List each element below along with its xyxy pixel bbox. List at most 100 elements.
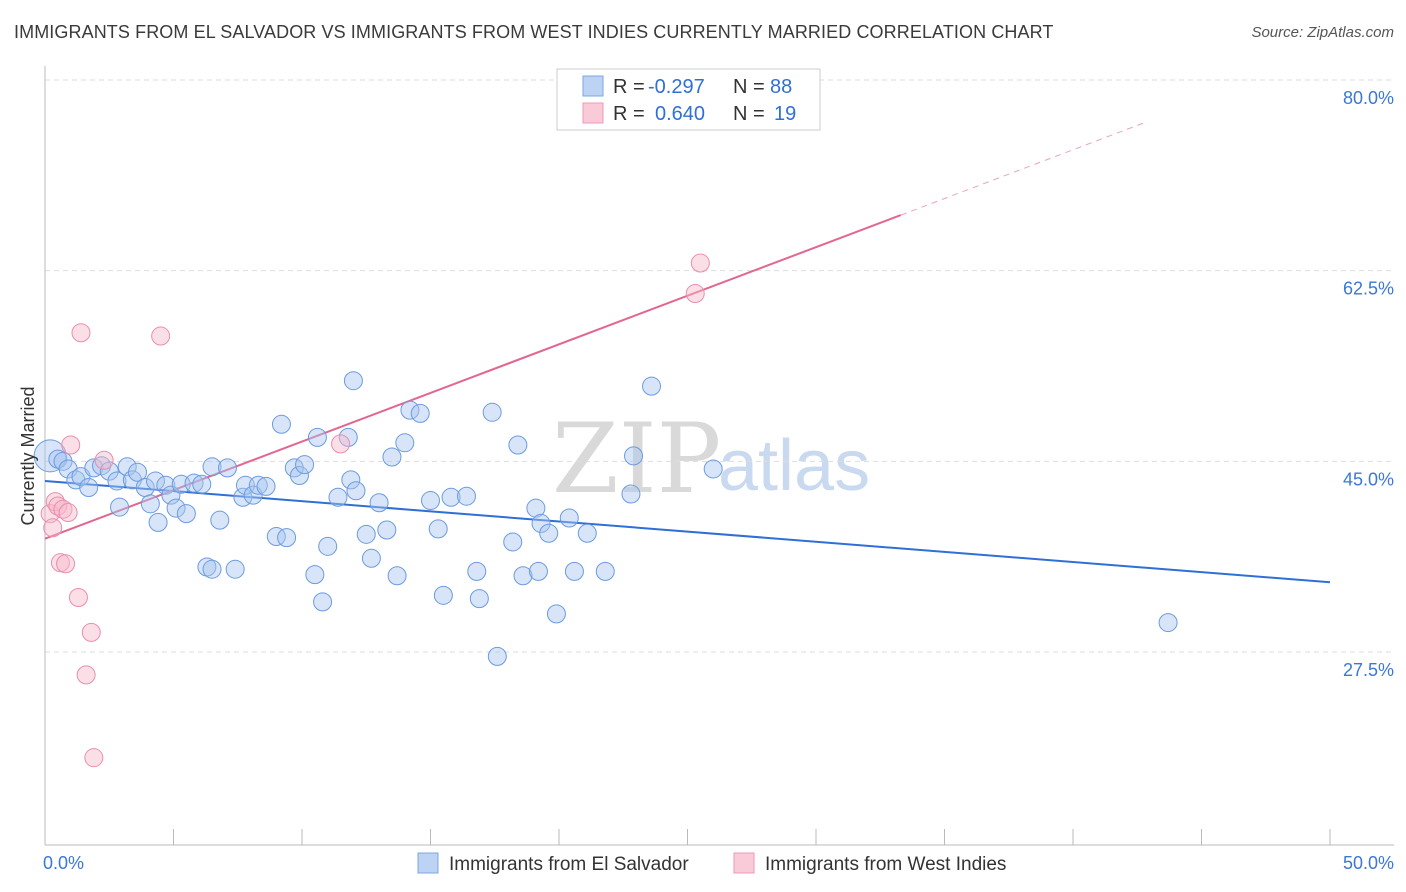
legend-swatch-pink <box>582 102 604 124</box>
el-salvador-point-69 <box>487 646 507 666</box>
el-salvador-point-39 <box>277 528 297 548</box>
el-salvador-point-29 <box>210 510 230 530</box>
el-salvador-point-74 <box>531 513 551 533</box>
el-salvador-point-83 <box>624 446 644 466</box>
el-salvador-point-55 <box>377 520 397 540</box>
el-salvador-point-77 <box>546 604 566 624</box>
west-indies-point-1 <box>43 518 63 538</box>
el-salvador-point-48 <box>338 427 358 447</box>
el-salvador-point-36 <box>256 476 276 496</box>
west-indies-point-6 <box>56 554 76 574</box>
legend-n-label-2: N = <box>733 103 765 125</box>
legend-box: R = -0.297 N = 88 R = 0.640 N = 19 <box>556 68 821 131</box>
el-salvador-point-78 <box>559 508 579 528</box>
y-tick-label-3: 27.5% <box>1343 660 1394 680</box>
trend-line-west-indies <box>44 214 902 540</box>
bottom-legend-swatch-pink <box>733 852 755 874</box>
trend-line-el-salvador <box>44 479 1331 584</box>
west-indies-point-14 <box>94 450 114 470</box>
el-salvador-point-71 <box>508 435 528 455</box>
legend-n-value-1: 88 <box>770 76 792 98</box>
el-salvador-point-11 <box>110 497 130 517</box>
el-salvador-point-6 <box>79 477 99 497</box>
series-el-salvador <box>33 371 1178 666</box>
el-salvador-point-35 <box>248 475 268 495</box>
axes <box>44 66 1394 846</box>
trend-lines <box>44 122 1331 584</box>
el-salvador-point-14 <box>128 462 148 482</box>
el-salvador-point-51 <box>346 481 366 501</box>
series-west-indies <box>40 253 710 768</box>
el-salvador-point-43 <box>305 565 325 585</box>
legend-n-value-2: 19 <box>774 103 796 125</box>
legend-r-label-1: R = <box>613 76 645 98</box>
el-salvador-point-16 <box>140 494 160 514</box>
legend-r-value-2: 0.640 <box>655 103 705 125</box>
west-indies-point-15 <box>151 326 171 346</box>
el-salvador-point-21 <box>166 498 186 518</box>
west-indies-point-8 <box>61 435 81 455</box>
el-salvador-point-54 <box>369 493 389 513</box>
legend-r-label-2: R = <box>613 103 645 125</box>
el-salvador-point-86 <box>1158 613 1178 633</box>
el-salvador-point-45 <box>313 592 333 612</box>
el-salvador-point-73 <box>526 498 546 518</box>
el-salvador-point-9 <box>99 461 119 481</box>
el-salvador-point-62 <box>428 519 448 539</box>
el-salvador-point-65 <box>456 486 476 506</box>
y-tick-label-2: 45.0% <box>1343 469 1394 489</box>
el-salvador-point-49 <box>341 470 361 490</box>
el-salvador-point-50 <box>343 371 363 391</box>
y-tick-label-1: 62.5% <box>1343 279 1394 299</box>
el-salvador-point-18 <box>148 512 168 532</box>
el-salvador-point-79 <box>564 561 584 581</box>
el-salvador-point-60 <box>410 403 430 423</box>
el-salvador-point-56 <box>382 447 402 467</box>
legend-r-value-1: -0.297 <box>648 76 705 98</box>
chart-source: Source: ZipAtlas.com <box>1251 24 1394 41</box>
el-salvador-point-76 <box>528 561 548 581</box>
west-indies-point-3 <box>48 496 68 516</box>
west-indies-point-17 <box>685 284 705 304</box>
west-indies-point-18 <box>690 253 710 273</box>
west-indies-point-7 <box>58 503 78 523</box>
el-salvador-point-7 <box>84 458 104 478</box>
el-salvador-point-19 <box>156 475 176 495</box>
el-salvador-point-42 <box>295 455 315 475</box>
el-salvador-point-44 <box>307 427 327 447</box>
gridlines <box>45 79 1394 653</box>
el-salvador-point-23 <box>176 504 196 524</box>
el-salvador-point-67 <box>469 589 489 609</box>
trend-line-west-indies-extension <box>900 122 1146 216</box>
el-salvador-point-27 <box>202 559 222 579</box>
x-tick-label-max: 50.0% <box>1343 853 1394 873</box>
y-tick-labels: 80.0% 62.5% 45.0% 27.5% <box>1343 88 1394 680</box>
el-salvador-point-38 <box>271 414 291 434</box>
el-salvador-point-28 <box>202 457 222 477</box>
el-salvador-point-59 <box>400 400 420 420</box>
el-salvador-point-75 <box>539 523 559 543</box>
el-salvador-point-61 <box>421 491 440 511</box>
west-indies-point-16 <box>331 434 351 454</box>
el-salvador-point-66 <box>467 561 487 581</box>
el-salvador-point-46 <box>318 536 338 556</box>
west-indies-point-9 <box>68 588 88 608</box>
el-salvador-point-58 <box>395 433 415 453</box>
y-tick-label-0: 80.0% <box>1343 88 1394 108</box>
el-salvador-point-37 <box>266 527 286 547</box>
el-salvador-point-68 <box>482 402 502 422</box>
el-salvador-point-47 <box>328 487 348 507</box>
el-salvador-point-70 <box>503 532 523 552</box>
el-salvador-point-10 <box>107 471 127 491</box>
el-salvador-point-57 <box>387 566 407 586</box>
west-indies-point-11 <box>76 665 96 685</box>
watermark-zip: ZIP <box>552 403 721 515</box>
bottom-legend: Immigrants from El Salvador Immigrants f… <box>417 852 1006 875</box>
west-indies-point-13 <box>84 748 104 768</box>
el-salvador-point-41 <box>289 465 309 485</box>
el-salvador-point-85 <box>703 459 723 479</box>
west-indies-point-5 <box>53 499 73 519</box>
y-axis-label: Currently Married <box>18 386 38 525</box>
el-salvador-point-72 <box>513 566 533 586</box>
